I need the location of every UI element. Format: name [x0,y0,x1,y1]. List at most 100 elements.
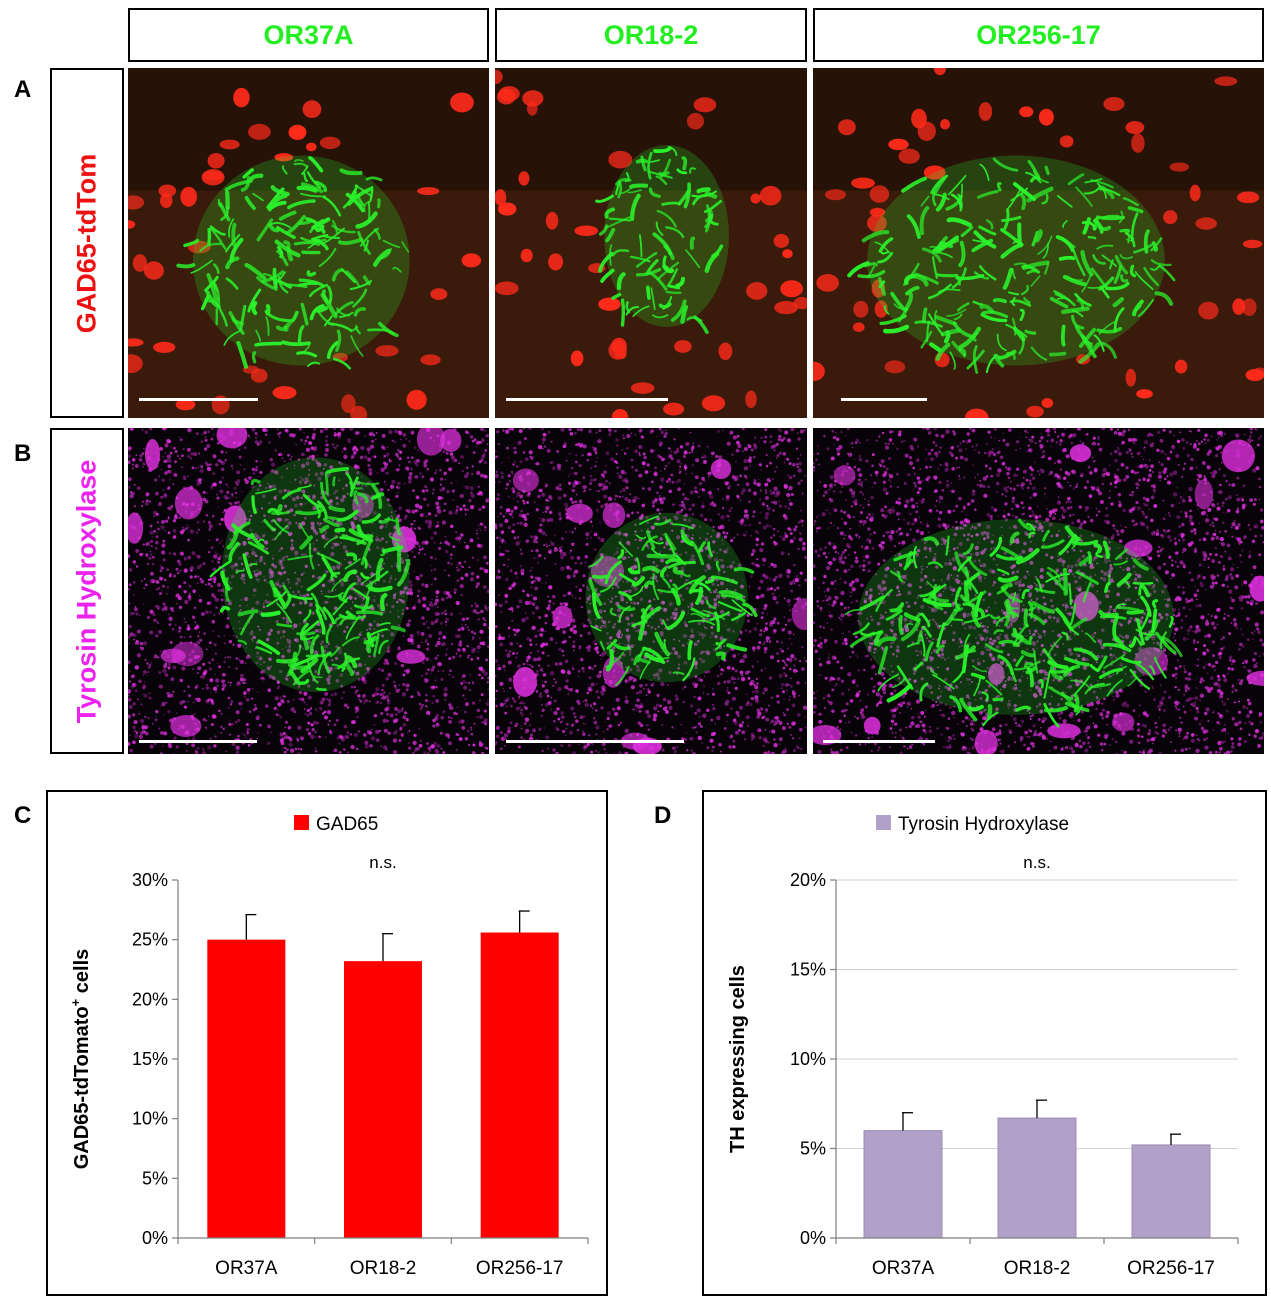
th-puncta [576,442,581,447]
th-puncta [358,579,361,582]
th-puncta [183,477,187,481]
th-puncta [270,731,272,733]
th-puncta [295,737,299,741]
th-puncta [502,687,504,690]
osn-axon-fiber [1078,342,1101,364]
th-puncta [614,595,617,598]
th-puncta [665,565,667,568]
th-puncta [653,682,655,684]
osn-axon-fiber [683,182,692,209]
th-puncta [480,609,484,614]
th-puncta [741,488,746,493]
th-puncta [487,699,489,701]
th-puncta [148,696,152,700]
th-puncta [611,707,616,712]
osn-axon-fiber [919,206,930,236]
osn-axon-fiber [1096,182,1107,199]
th-puncta [660,477,665,482]
th-cell [396,649,426,664]
th-puncta [477,524,480,527]
th-puncta [182,528,186,532]
th-puncta [706,693,709,696]
th-puncta [437,670,440,672]
th-puncta [214,673,216,676]
osn-axon-fiber [598,224,609,236]
th-puncta [132,702,136,706]
th-puncta [254,707,258,710]
th-puncta [452,498,455,501]
tdtom-cell [1214,76,1238,86]
th-puncta [276,638,278,640]
th-puncta [730,506,733,509]
th-puncta [131,458,136,462]
th-puncta [616,472,620,475]
th-puncta [406,590,410,594]
osn-axon-fiber [939,241,954,249]
osn-axon-fiber [1002,267,1014,290]
th-puncta [361,485,364,488]
th-puncta [460,564,463,567]
th-puncta [593,664,597,668]
th-puncta [319,429,324,434]
th-puncta [132,492,136,495]
th-puncta [734,669,738,673]
th-puncta [475,604,479,608]
th-puncta [450,590,452,593]
th-puncta [446,591,450,596]
th-puncta [386,719,390,723]
th-puncta [294,747,298,751]
th-puncta [763,687,768,692]
th-puncta [621,495,624,498]
th-puncta [386,446,389,448]
th-puncta [681,500,684,504]
th-puncta [402,723,407,727]
th-puncta [187,685,190,688]
th-puncta [351,601,354,604]
th-puncta [799,454,802,456]
th-puncta [569,432,574,436]
th-puncta [320,640,325,644]
th-puncta [426,607,430,611]
th-puncta [211,593,215,597]
th-puncta [399,451,403,454]
osn-axon-fiber [1113,307,1125,333]
th-puncta [678,468,681,471]
th-puncta [133,504,137,508]
th-puncta [605,479,608,483]
th-puncta [443,509,446,512]
th-puncta [252,708,256,712]
th-puncta [434,749,437,752]
osn-axon-fiber [1120,274,1129,283]
th-puncta [613,498,617,501]
osn-axon-fiber [350,335,364,357]
th-puncta [778,595,780,597]
th-puncta [405,509,409,513]
th-puncta [240,598,243,601]
th-puncta [581,622,584,625]
th-puncta [393,684,397,688]
th-puncta [422,603,427,608]
th-puncta [146,562,150,566]
th-puncta [419,739,423,743]
osn-axon-fiber [901,176,927,193]
th-puncta [449,612,454,616]
th-puncta [256,655,258,658]
th-puncta [736,434,740,438]
th-puncta [650,525,655,530]
micrograph-image [128,68,489,418]
th-puncta [293,464,296,467]
th-puncta [261,676,264,680]
th-puncta [484,449,488,452]
th-puncta [459,493,464,499]
th-puncta [586,691,590,695]
th-puncta [730,676,735,681]
th-puncta [763,603,768,608]
osn-axon-fiber [979,163,990,181]
th-puncta [388,430,393,435]
th-puncta [792,695,796,699]
th-puncta [799,577,801,579]
th-puncta [661,457,665,462]
th-puncta [447,561,450,565]
th-puncta [237,718,241,723]
th-puncta [502,563,506,567]
